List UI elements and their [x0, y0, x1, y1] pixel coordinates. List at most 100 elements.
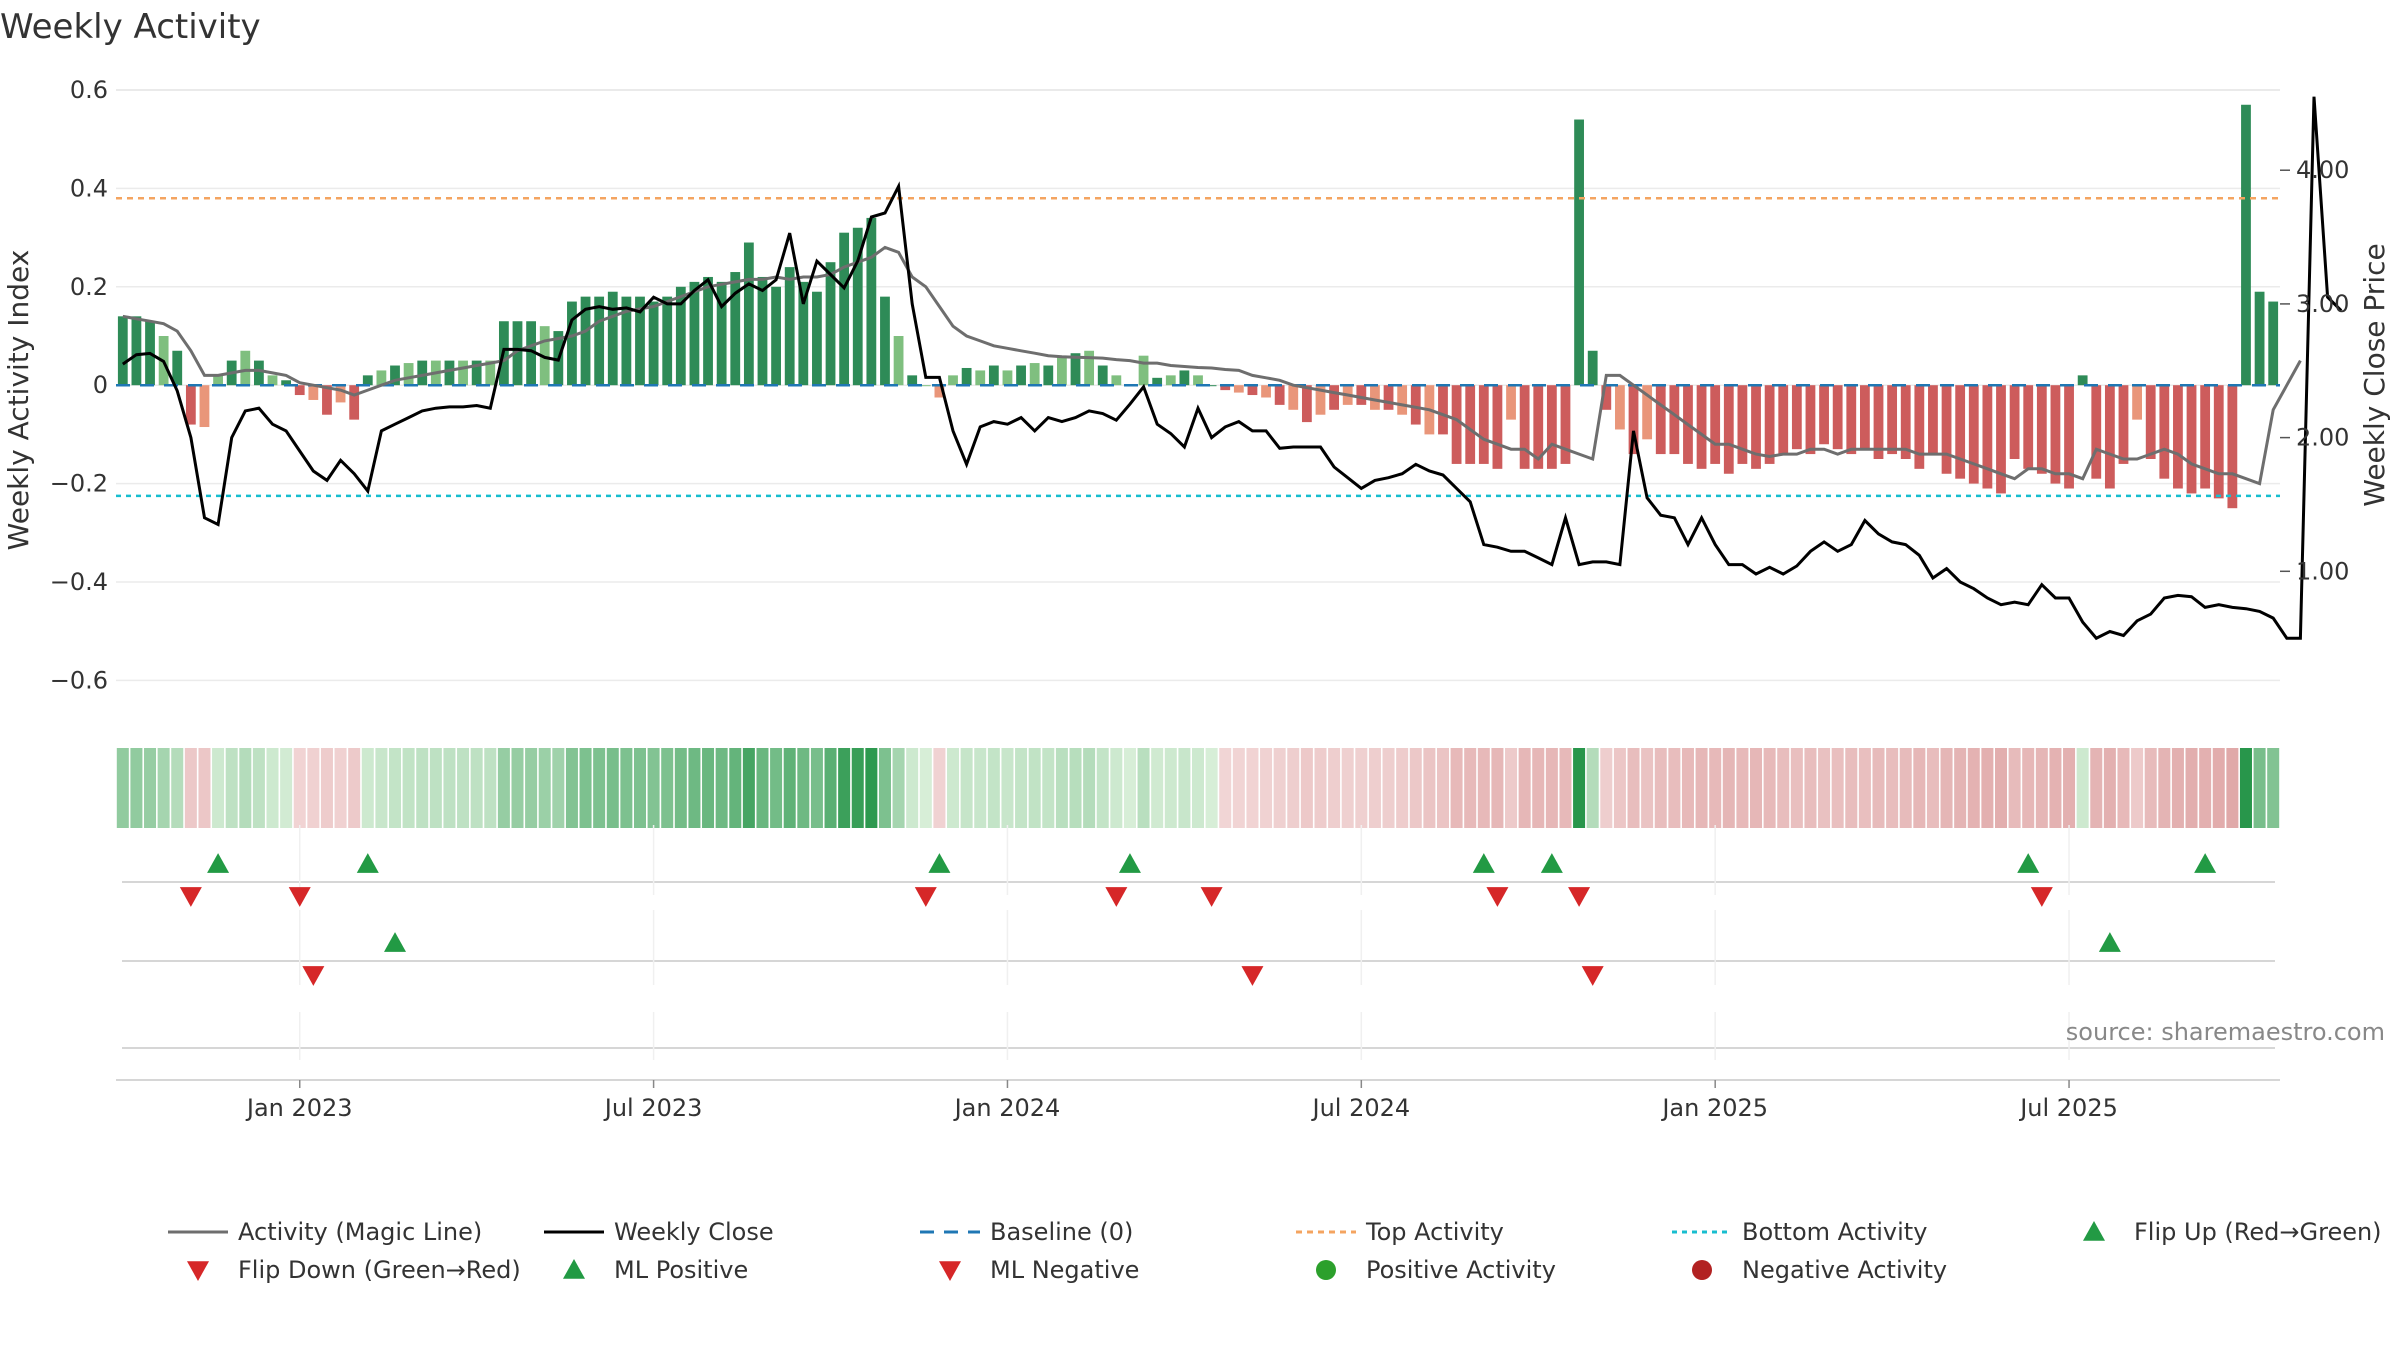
flip-down-marker: [1200, 887, 1223, 907]
activity-bar: [1397, 385, 1408, 415]
heat-cell: [661, 748, 674, 828]
heat-cell: [2049, 748, 2062, 828]
activity-bar: [1288, 385, 1299, 410]
x-tick-label: Jan 2025: [1660, 1094, 1768, 1122]
heat-cell: [1368, 748, 1381, 828]
legend-item: Positive Activity: [1316, 1256, 1556, 1284]
legend-swatch: [1692, 1260, 1712, 1280]
activity-bar: [131, 316, 142, 386]
heat-cell: [184, 748, 197, 828]
heat-cell: [497, 748, 510, 828]
heat-cell: [1450, 748, 1463, 828]
left-tick-label: −0.4: [50, 568, 108, 596]
heat-cell: [1069, 748, 1082, 828]
heat-cell: [1028, 748, 1041, 828]
legend-swatch: [563, 1259, 585, 1279]
activity-bar: [1819, 385, 1829, 445]
heat-cell: [1341, 748, 1354, 828]
activity-bar: [1261, 385, 1271, 398]
heat-cell: [1083, 748, 1096, 828]
heat-cell: [1436, 748, 1449, 828]
heat-cell: [116, 748, 129, 828]
activity-bar: [1465, 385, 1476, 464]
flip-up-marker: [928, 853, 951, 873]
heat-cell: [2158, 748, 2171, 828]
heat-cell: [1736, 748, 1749, 828]
heat-cell: [511, 748, 524, 828]
activity-bar: [866, 217, 877, 386]
legend-item: Activity (Magic Line): [168, 1218, 482, 1246]
activity-bar: [1016, 365, 1026, 386]
heat-cell: [538, 748, 551, 828]
ml-positive-marker: [2098, 932, 2121, 952]
heat-cell: [334, 748, 347, 828]
heat-cell: [239, 748, 252, 828]
activity-bar: [1928, 385, 1938, 455]
activity-bar: [1070, 353, 1081, 386]
activity-bar: [961, 367, 972, 386]
legend-item: ML Positive: [563, 1256, 748, 1284]
heat-cell: [1709, 748, 1722, 828]
activity-bar: [771, 286, 781, 386]
activity-bar: [988, 365, 999, 386]
flip-down-marker: [914, 887, 937, 907]
heat-cell: [280, 748, 293, 828]
x-tick-label: Jul 2023: [603, 1094, 703, 1122]
heat-cell: [1804, 748, 1817, 828]
heat-cell: [2131, 748, 2144, 828]
heat-cell: [1491, 748, 1504, 828]
activity-bar: [1029, 363, 1040, 386]
activity-bar: [880, 296, 890, 386]
legend-item: ML Negative: [939, 1256, 1139, 1284]
left-axis-label: Weekly Activity Index: [2, 250, 35, 551]
activity-bar: [1696, 385, 1707, 469]
x-axis: Jan 2023 Jul 2023 Jan 2024 Jul 2024 Jan 2025…: [116, 1079, 2280, 1122]
activity-bar: [1370, 385, 1380, 410]
heat-cell: [729, 748, 742, 828]
left-axis: 0.6 0.4 0.2 0 −0.2 −0.4 −0.6: [50, 76, 2280, 694]
activity-bar: [403, 363, 414, 386]
heat-cell: [1872, 748, 1885, 828]
heat-cell: [416, 748, 429, 828]
right-axis-label: Weekly Close Price: [2358, 243, 2391, 506]
legend-swatch: [1316, 1260, 1336, 1280]
activity-bar: [580, 296, 591, 386]
left-tick-label: −0.2: [50, 470, 108, 498]
activity-bar: [485, 360, 496, 386]
heat-cell: [552, 748, 565, 828]
heat-cell: [1994, 748, 2007, 828]
activity-bar: [2132, 385, 2142, 420]
flip-up-marker: [1540, 853, 1563, 873]
activity-bar: [1233, 385, 1244, 393]
activity-bar: [1002, 370, 1013, 386]
right-tick-label: 3.00: [2296, 290, 2349, 318]
activity-bar: [2159, 385, 2170, 479]
activity-bar: [934, 385, 945, 398]
heat-cell: [1505, 748, 1518, 828]
heat-cell: [2253, 748, 2266, 828]
activity-bar: [2077, 375, 2088, 386]
activity-bar: [172, 350, 183, 386]
activity-heat-strip: [116, 748, 2280, 828]
activity-bar: [349, 385, 360, 420]
heat-cell: [1967, 748, 1980, 828]
heat-cell: [212, 748, 225, 828]
flip-down-marker: [1568, 887, 1591, 907]
legend-label: Positive Activity: [1366, 1256, 1556, 1284]
left-tick-label: 0: [93, 371, 108, 399]
activity-bar: [1111, 375, 1122, 386]
heat-cell: [851, 748, 864, 828]
activity-bar: [2118, 385, 2129, 464]
heat-cell: [2076, 748, 2089, 828]
activity-bar: [743, 242, 754, 386]
flip-down-marker: [288, 887, 311, 907]
heat-cell: [783, 748, 796, 828]
legend-label: ML Negative: [990, 1256, 1139, 1284]
activity-bar: [716, 281, 727, 386]
activity-bar: [1914, 385, 1925, 469]
heat-cell: [1477, 748, 1490, 828]
activity-bar: [1152, 377, 1163, 386]
flip-down-marker: [1105, 887, 1128, 907]
activity-bar: [1900, 385, 1911, 459]
heat-cell: [1096, 748, 1109, 828]
